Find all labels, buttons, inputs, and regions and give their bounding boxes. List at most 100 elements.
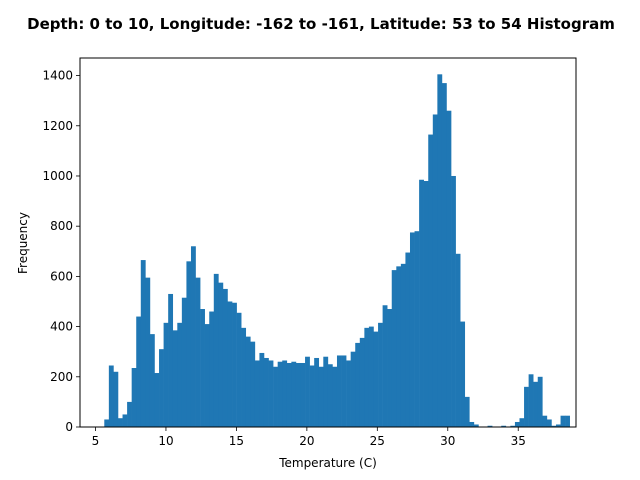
- histogram-bar: [560, 415, 566, 427]
- histogram-bar: [236, 312, 242, 427]
- histogram-bar: [195, 277, 201, 427]
- histogram-bar: [510, 425, 516, 427]
- histogram-bar: [200, 309, 205, 427]
- histogram-bar: [213, 273, 219, 427]
- y-tick-label: 600: [50, 269, 73, 283]
- x-tick-label: 35: [511, 434, 526, 448]
- histogram-bar: [263, 357, 269, 427]
- histogram-bar: [364, 327, 370, 427]
- x-tick-label: 20: [299, 434, 314, 448]
- histogram-bar: [122, 414, 128, 427]
- plot-frame: [79, 57, 577, 428]
- x-tick-label: 30: [440, 434, 455, 448]
- x-tick-label: 10: [158, 434, 173, 448]
- histogram-bar: [117, 418, 123, 427]
- histogram-bar: [332, 366, 338, 427]
- histogram-bar: [400, 263, 406, 427]
- x-tick-label: 25: [370, 434, 385, 448]
- histogram-bar: [514, 421, 520, 427]
- histogram-bar: [528, 374, 534, 427]
- histogram-bar: [177, 322, 183, 427]
- histogram-bar: [501, 425, 507, 427]
- histogram-bar: [145, 277, 151, 427]
- histogram-bar: [282, 360, 288, 427]
- histogram-bar: [473, 424, 479, 427]
- histogram-bar: [555, 424, 561, 427]
- histogram-bar: [186, 261, 192, 427]
- histogram-bar: [250, 341, 256, 427]
- histogram-bar: [131, 368, 137, 427]
- y-tick-label: 800: [50, 219, 73, 233]
- histogram-bar: [387, 309, 393, 427]
- histogram-bar: [542, 415, 548, 427]
- histogram-bar: [341, 355, 347, 427]
- histogram-bar: [104, 419, 110, 427]
- histogram-bar: [140, 260, 146, 427]
- bars-group: [104, 74, 570, 428]
- histogram-bar: [136, 316, 142, 427]
- histogram-bar: [323, 356, 329, 427]
- histogram-bar: [378, 322, 383, 427]
- histogram-bar: [460, 321, 466, 427]
- histogram-bar: [241, 327, 247, 427]
- y-tick-label: 1000: [42, 169, 73, 183]
- histogram-bar: [108, 365, 114, 427]
- histogram-bar: [168, 293, 174, 427]
- histogram-bar: [277, 361, 283, 427]
- histogram-bar: [432, 114, 438, 427]
- histogram-bar: [159, 349, 164, 427]
- histogram-bar: [327, 364, 333, 427]
- histogram-bar: [368, 326, 374, 427]
- histogram-bar: [533, 381, 539, 427]
- histogram-bar: [172, 330, 178, 427]
- y-tick-label: 400: [50, 320, 73, 334]
- histogram-bar: [181, 297, 187, 427]
- histogram-bar: [227, 301, 233, 427]
- histogram-bar: [487, 425, 493, 427]
- histogram-bar: [382, 305, 388, 427]
- histogram-bar: [373, 331, 379, 427]
- histogram-bar: [305, 356, 310, 427]
- histogram-bar: [546, 419, 552, 427]
- histogram-bar: [209, 311, 215, 427]
- histogram-bar: [423, 181, 429, 427]
- histogram-bar: [218, 282, 224, 427]
- histogram-bar: [537, 376, 543, 427]
- histogram-bar: [336, 355, 342, 427]
- histogram-bar: [451, 175, 456, 427]
- y-axis-ticks: 0 200 400 600 800 1000 1200 1400: [42, 69, 80, 434]
- histogram-bar: [222, 288, 228, 427]
- histogram-bar: [409, 232, 415, 427]
- histogram-bar: [565, 415, 570, 427]
- x-tick-label: 5: [92, 434, 100, 448]
- histogram-bar: [286, 362, 292, 427]
- histogram-bar: [291, 361, 297, 427]
- histogram-bar: [149, 334, 155, 427]
- histogram-bar: [127, 401, 132, 427]
- x-tick-label: 15: [229, 434, 244, 448]
- histogram-bar: [232, 302, 237, 427]
- histogram-bar: [428, 134, 434, 427]
- x-axis-ticks: 5 10 15 20 25 30 35: [92, 427, 526, 448]
- histogram-bar: [273, 366, 278, 427]
- y-tick-label: 200: [50, 370, 73, 384]
- histogram-bar: [295, 362, 301, 427]
- histogram-bar: [464, 396, 470, 427]
- histogram-bar: [355, 342, 361, 427]
- histogram-bar: [396, 266, 402, 427]
- histogram-bar: [163, 322, 169, 427]
- histogram-bar: [204, 324, 210, 427]
- histogram-bar: [414, 231, 420, 427]
- histogram-bar: [350, 351, 356, 427]
- histogram-bar: [419, 179, 424, 427]
- histogram-bar: [359, 337, 365, 427]
- histogram-bar: [113, 371, 119, 427]
- histogram-bar: [391, 270, 397, 427]
- histogram-bar: [524, 386, 529, 427]
- histogram-bar: [519, 418, 525, 427]
- histogram-bar: [154, 373, 160, 427]
- y-tick-label: 1400: [42, 69, 73, 83]
- x-axis-label: Temperature (C): [278, 456, 377, 470]
- histogram-bar: [259, 352, 265, 427]
- histogram-bar: [245, 336, 251, 427]
